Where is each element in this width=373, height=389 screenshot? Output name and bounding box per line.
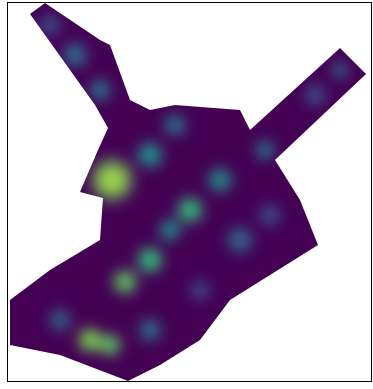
hotspot bbox=[63, 43, 87, 67]
hotspot bbox=[50, 310, 70, 330]
hotspot bbox=[114, 271, 136, 293]
hotspot bbox=[100, 335, 120, 355]
density-hotspots bbox=[40, 15, 348, 355]
hotspot bbox=[140, 320, 160, 340]
hotspot bbox=[191, 281, 209, 299]
hotspot bbox=[165, 115, 185, 135]
hotspot bbox=[90, 80, 110, 100]
hotspot bbox=[305, 85, 325, 105]
hotspot bbox=[138, 143, 162, 167]
hotspot bbox=[178, 198, 202, 222]
hotspot bbox=[40, 15, 60, 35]
hotspot bbox=[260, 205, 280, 225]
hotspot bbox=[209, 169, 231, 191]
hotspot bbox=[79, 329, 101, 351]
hotspot bbox=[332, 62, 348, 78]
hotspot bbox=[160, 220, 180, 240]
hotspot bbox=[138, 248, 162, 272]
hotspot bbox=[228, 228, 252, 252]
hotspot bbox=[90, 158, 134, 202]
hotspot bbox=[256, 141, 274, 159]
